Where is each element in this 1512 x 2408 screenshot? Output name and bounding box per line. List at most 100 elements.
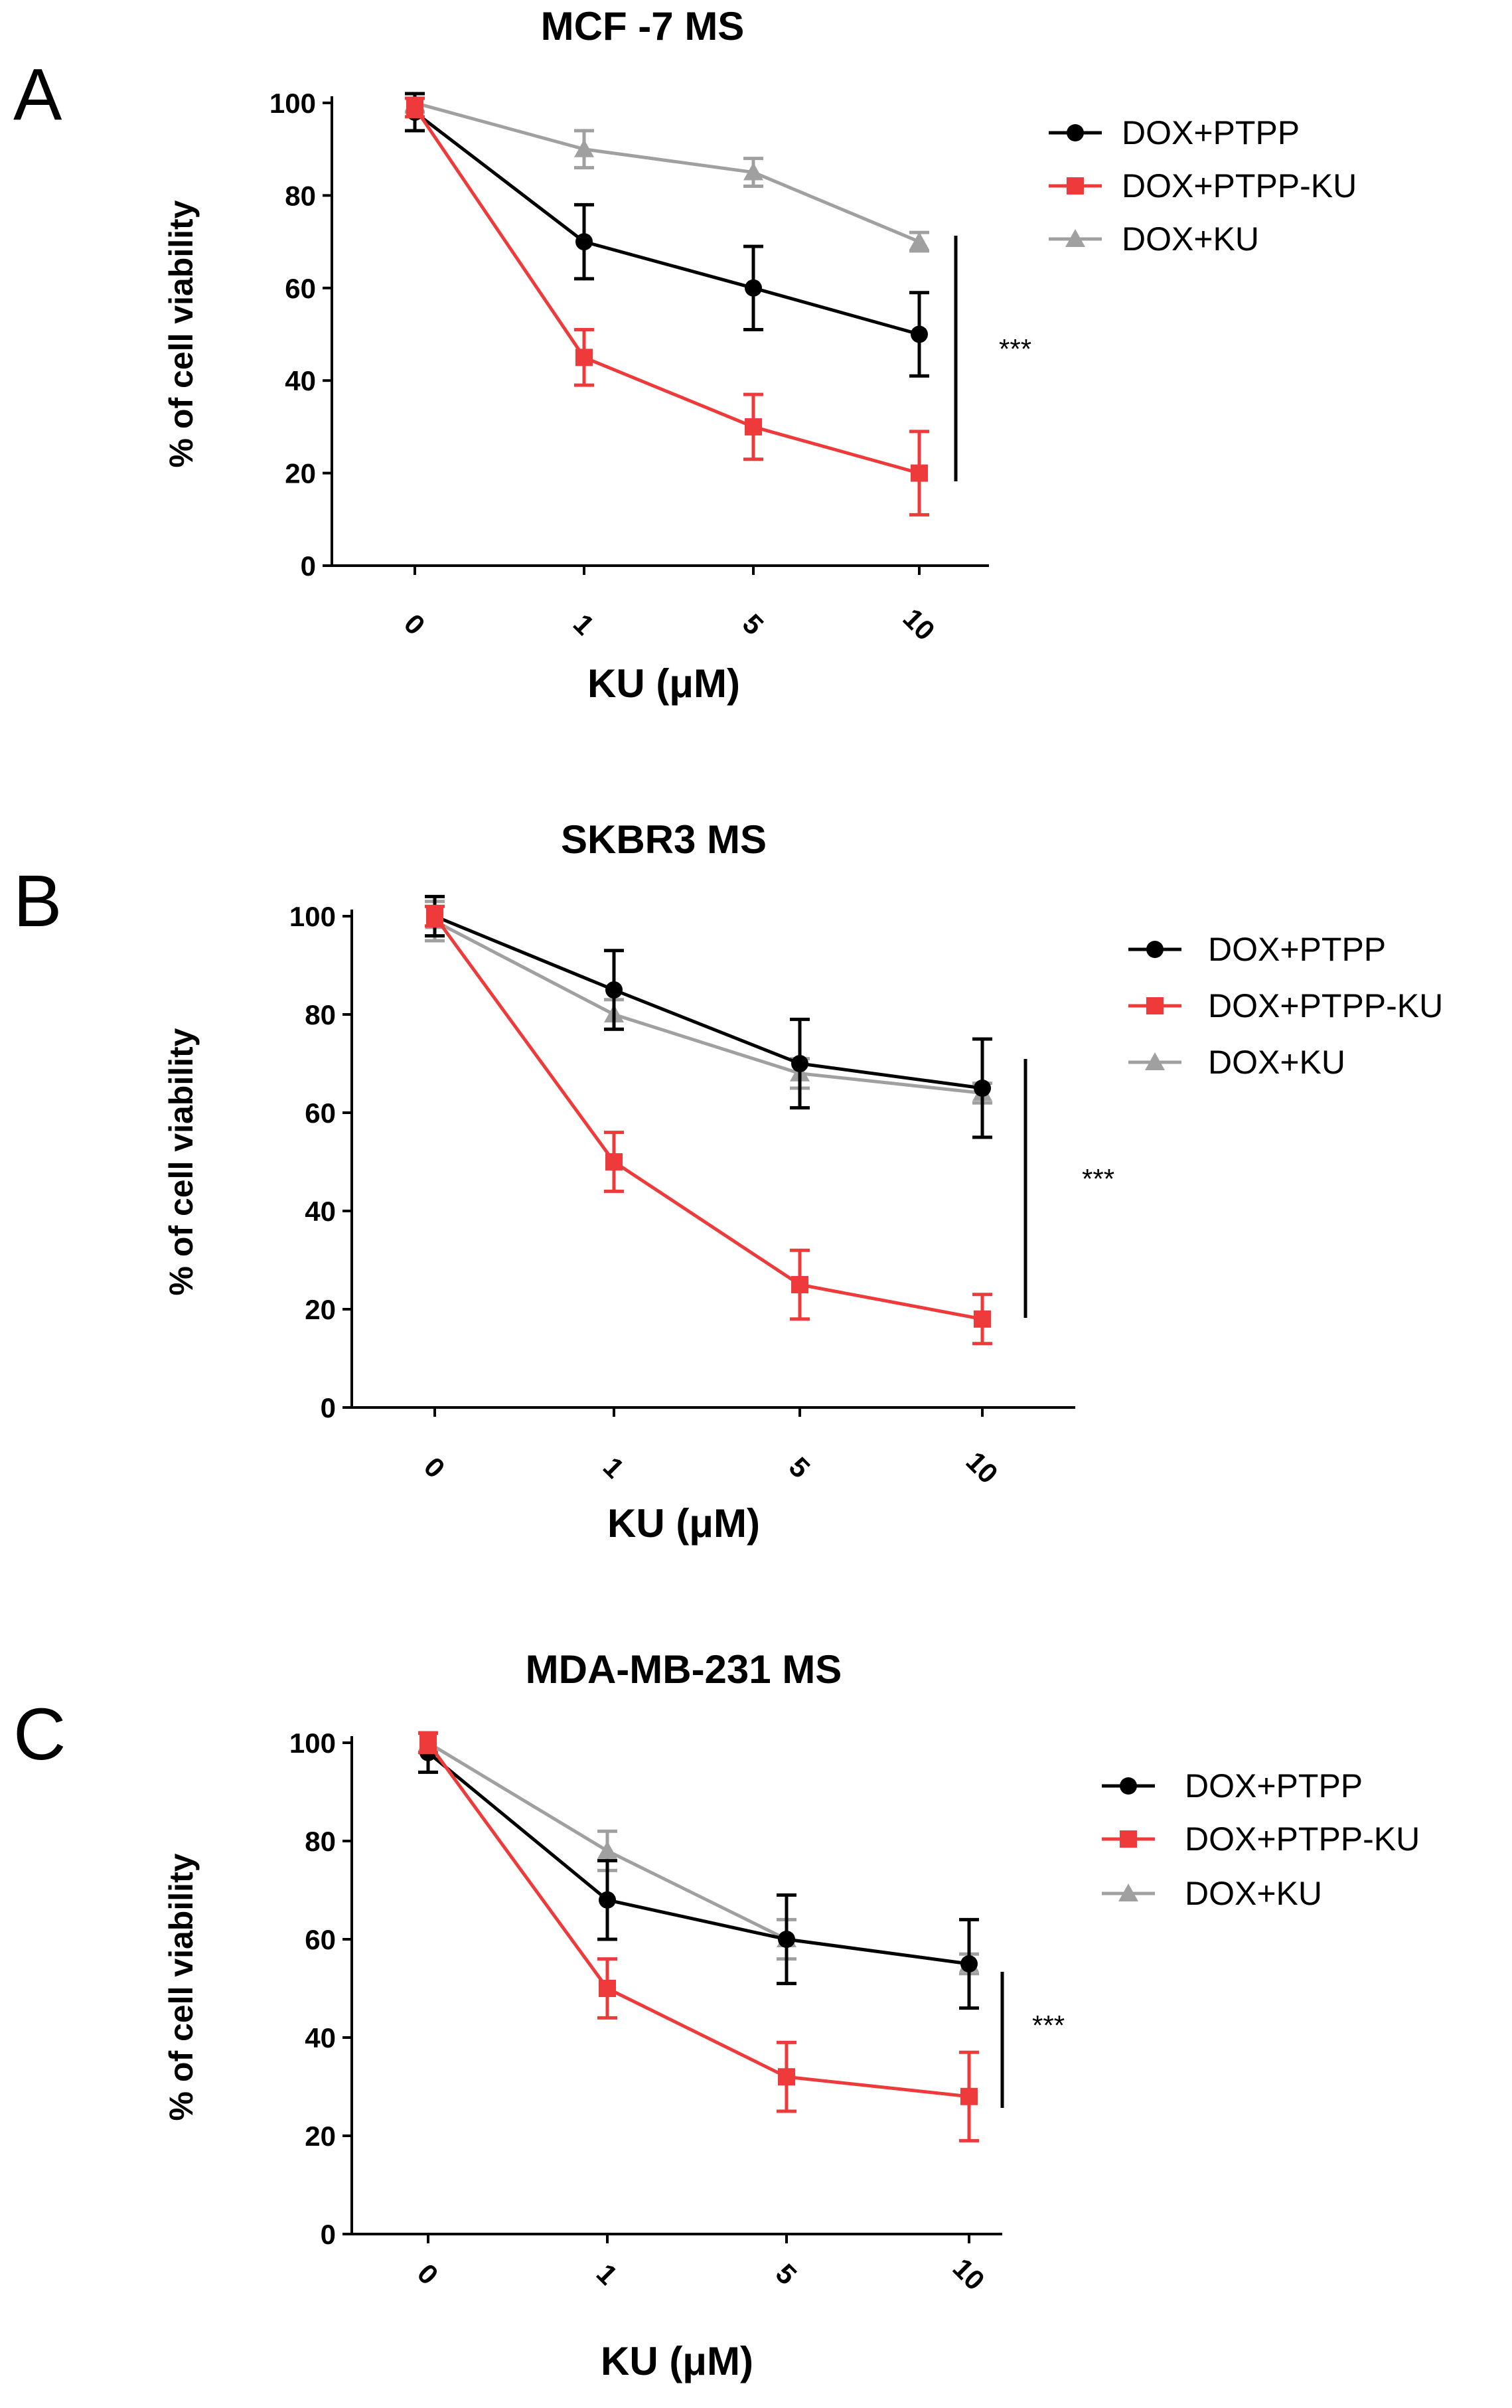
data-point (599, 1980, 616, 1997)
x-tick-label: 10 (947, 2252, 991, 2296)
y-tick-label: 0 (321, 1392, 336, 1423)
significance-label: *** (1032, 2010, 1065, 2041)
legend-marker (1067, 177, 1084, 195)
legend-item: DOX+PTPP (1128, 931, 1386, 968)
legend-item: DOX+PTPP (1049, 114, 1300, 151)
data-point (960, 1955, 978, 1972)
panel-letter: C (13, 1694, 66, 1775)
y-tick-label: 80 (305, 999, 336, 1030)
chart-title: MDA-MB-231 MS (526, 1647, 842, 1692)
data-point (909, 232, 929, 250)
legend-label: DOX+PTPP-KU (1208, 987, 1443, 1024)
data-point (974, 1080, 991, 1097)
legend-label: DOX+PTPP (1122, 114, 1300, 151)
data-point (599, 1891, 616, 1909)
y-tick-label: 60 (305, 1924, 336, 1955)
data-point (778, 1931, 795, 1948)
legend-marker (1146, 997, 1164, 1014)
data-point (597, 1840, 617, 1859)
y-tick-label: 40 (305, 2022, 336, 2053)
y-tick-label: 20 (285, 458, 316, 489)
legend-label: DOX+KU (1122, 220, 1259, 258)
y-axis-label: % of cell viability (163, 200, 200, 467)
legend-marker (1067, 124, 1084, 141)
legend-item: DOX+KU (1102, 1875, 1322, 1912)
data-point (419, 1734, 437, 1751)
y-axis-label: % of cell viability (163, 1853, 200, 2121)
data-point (605, 1153, 623, 1170)
data-point (575, 233, 593, 251)
x-tick-label: 0 (398, 607, 431, 641)
y-tick-label: 60 (285, 273, 316, 304)
y-tick-label: 40 (305, 1196, 336, 1227)
data-point (974, 1310, 991, 1328)
data-point (426, 908, 443, 925)
series-dox-ptpp-ku (425, 904, 992, 1346)
series-line (427, 1751, 970, 1966)
x-axis-label: KU (μM) (607, 1501, 760, 1546)
legend-marker (1065, 229, 1085, 247)
y-axis-label: % of cell viability (163, 1028, 200, 1295)
y-tick-label: 40 (285, 365, 316, 396)
y-tick-label: 80 (305, 1826, 336, 1857)
data-point (911, 464, 928, 482)
significance-label: *** (1082, 1163, 1114, 1194)
legend-label: DOX+PTPP (1208, 931, 1386, 968)
legend-marker (1120, 1777, 1137, 1795)
legend: DOX+PTPP DOX+PTPP-KU DOX+KU (1049, 114, 1357, 258)
legend-label: DOX+PTPP-KU (1185, 1820, 1420, 1858)
legend-marker (1145, 1052, 1165, 1070)
series-line (413, 106, 920, 475)
x-tick-label: 5 (737, 607, 770, 641)
x-tick-label: 1 (597, 1451, 631, 1484)
series-dox-ptpp-ku (418, 1731, 979, 2142)
legend-item: DOX+PTPP-KU (1102, 1820, 1420, 1858)
chart-panel-c: C MDA-MB-231 MS 0 20 40 60 80 100 0 1 5 10 % of cell… (13, 1647, 1420, 2383)
x-tick-label: 5 (783, 1451, 816, 1484)
x-tick-label: 1 (591, 2257, 624, 2290)
data-point (745, 279, 762, 297)
data-point (791, 1055, 808, 1072)
panel-letter: B (13, 860, 62, 942)
series-dox-ptpp (418, 1731, 979, 2010)
chart-panel-b: B SKBR3 MS 0 20 40 60 80 100 0 1 5 10 % of cell viab… (13, 817, 1443, 1546)
legend-item: DOX+PTPP-KU (1128, 987, 1443, 1024)
x-tick-label: 1 (567, 607, 601, 641)
x-tick-label: 5 (770, 2257, 803, 2290)
series-dox-ptpp-ku (405, 96, 929, 517)
data-point (745, 418, 762, 436)
chart-title: MCF -7 MS (541, 4, 745, 48)
legend-item: DOX+PTPP (1102, 1767, 1363, 1805)
x-tick-label: 10 (960, 1445, 1004, 1489)
legend: DOX+PTPP DOX+PTPP-KU DOX+KU (1128, 931, 1443, 1081)
x-tick-label: 0 (418, 1451, 451, 1484)
y-tick-label: 0 (301, 550, 316, 582)
data-point (605, 981, 623, 999)
y-tick-label: 100 (269, 88, 316, 119)
data-point (574, 139, 594, 157)
y-tick-label: 100 (289, 1727, 336, 1759)
panel-letter: A (13, 54, 62, 135)
data-point (406, 98, 423, 116)
legend-label: DOX+KU (1208, 1044, 1345, 1081)
legend-item: DOX+KU (1049, 220, 1259, 258)
y-tick-label: 100 (289, 901, 336, 932)
series-line (414, 110, 920, 336)
y-tick-label: 60 (305, 1097, 336, 1129)
y-tick-label: 0 (321, 2219, 336, 2250)
series-dox-ptpp (425, 894, 992, 1139)
x-axis-label: KU (μM) (587, 661, 740, 706)
legend-label: DOX+KU (1185, 1875, 1322, 1912)
x-tick-label: 0 (412, 2257, 445, 2290)
legend-marker (1118, 1884, 1138, 1901)
y-tick-label: 20 (305, 1294, 336, 1325)
series-line (433, 915, 983, 1321)
chart-title: SKBR3 MS (561, 817, 767, 862)
chart-panel-a: A MCF -7 MS 0 20 40 60 80 100 0 1 5 10 % of cell via… (13, 4, 1357, 706)
legend-item: DOX+PTPP-KU (1049, 167, 1357, 204)
legend-marker (1120, 1830, 1137, 1848)
legend-label: DOX+PTPP (1185, 1767, 1363, 1805)
legend-item: DOX+KU (1128, 1044, 1345, 1081)
y-tick-label: 20 (305, 2121, 336, 2152)
